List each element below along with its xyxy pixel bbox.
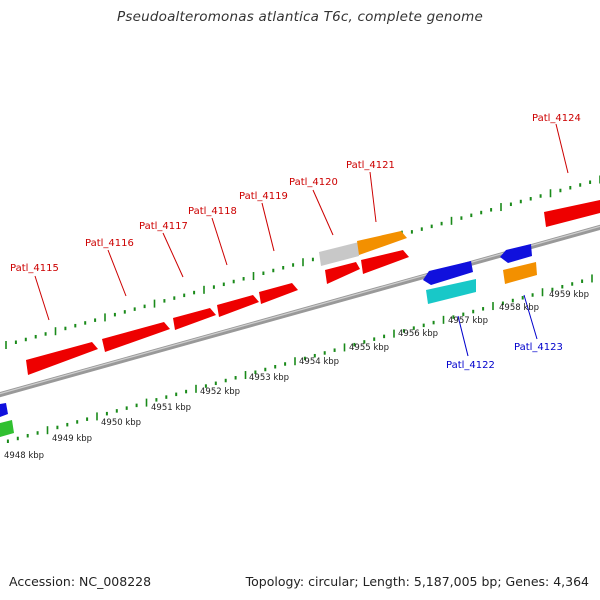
callout-patl-4123 (523, 294, 538, 340)
lower-tick-track (6, 274, 593, 443)
gene-label-patl-4119[interactable]: Patl_4119 (239, 191, 288, 202)
gene-label-patl-4121[interactable]: Patl_4121 (346, 160, 395, 171)
reverse-gene-track (0, 244, 537, 437)
callout-patl-4119 (261, 202, 275, 252)
gene-label-patl-4117[interactable]: Patl_4117 (139, 221, 188, 232)
callout-patl-4115 (34, 275, 50, 321)
gene-label-patl-4122[interactable]: Patl_4122 (446, 360, 495, 371)
scale-label: 4950 kbp (101, 418, 141, 428)
gene-label-patl-4115[interactable]: Patl_4115 (10, 263, 59, 274)
gene-arrow-patl-4118[interactable] (217, 295, 259, 317)
scale-label: 4948 kbp (4, 451, 44, 461)
callout-patl-4120 (312, 189, 334, 236)
scale-label: 4954 kbp (299, 357, 339, 367)
scale-label: 4955 kbp (349, 343, 389, 353)
scale-label: 4952 kbp (200, 387, 240, 397)
callout-patl-4116 (107, 249, 127, 297)
gene-arrow-patl-4115[interactable] (26, 342, 98, 375)
gene-arrow-patl-4121[interactable] (361, 250, 409, 274)
scale-label: 4949 kbp (52, 434, 92, 444)
gene-label-patl-4123[interactable]: Patl_4123 (514, 342, 563, 353)
scale-label-layer: 4948 kbp 4949 kbp 4950 kbp 4951 kbp 4952… (4, 290, 589, 461)
callout-patl-4122 (457, 315, 469, 357)
gene-arrow-patl-4116[interactable] (102, 322, 170, 352)
scale-label: 4959 kbp (549, 290, 589, 300)
callout-patl-4118 (211, 217, 228, 266)
gene-arrow-patl-4122[interactable] (426, 279, 476, 304)
gene-label-patl-4118[interactable]: Patl_4118 (188, 206, 237, 217)
scale-label: 4957 kbp (448, 316, 488, 326)
callout-patl-4121 (369, 171, 377, 223)
gene-arrow-patl-4119[interactable] (259, 283, 298, 304)
gene-arrow-patl-4123-blue[interactable] (500, 244, 532, 263)
gene-label-layer: Patl_4115 Patl_4116 Patl_4117 Patl_4118 … (10, 113, 581, 371)
gene-arrow-patl-4117[interactable] (173, 308, 216, 330)
scale-label: 4956 kbp (398, 329, 438, 339)
gene-arrow-blue-lower-1[interactable] (423, 261, 473, 285)
gene-arrow-patl-4123-orange[interactable] (503, 262, 537, 284)
genome-summary-text: Topology: circular; Length: 5,187,005 bp… (245, 574, 589, 589)
gene-arrow-orange-upper[interactable] (357, 231, 407, 255)
gene-arrow-blue-left-edge[interactable] (0, 403, 8, 417)
scale-label: 4951 kbp (151, 403, 191, 413)
scale-label: 4958 kbp (499, 303, 539, 313)
gene-arrow-patl-4124[interactable] (544, 200, 600, 227)
map-title: Pseudoalteromonas atlantica T6c, complet… (117, 9, 483, 25)
upper-tick-track (5, 175, 600, 349)
forward-gene-track (26, 200, 600, 375)
gene-arrow-patl-4120[interactable] (325, 262, 360, 284)
gene-arrow-green-left-edge[interactable] (0, 420, 14, 437)
scale-label: 4953 kbp (249, 373, 289, 383)
callout-patl-4117 (162, 232, 184, 278)
callout-patl-4124 (555, 123, 569, 174)
gene-arrow-patl-4121-partner[interactable] (319, 242, 359, 266)
gene-label-patl-4116[interactable]: Patl_4116 (85, 238, 134, 249)
gene-label-patl-4124[interactable]: Patl_4124 (532, 113, 581, 124)
gene-label-patl-4120[interactable]: Patl_4120 (289, 177, 338, 188)
accession-text: Accession: NC_008228 (9, 574, 152, 589)
